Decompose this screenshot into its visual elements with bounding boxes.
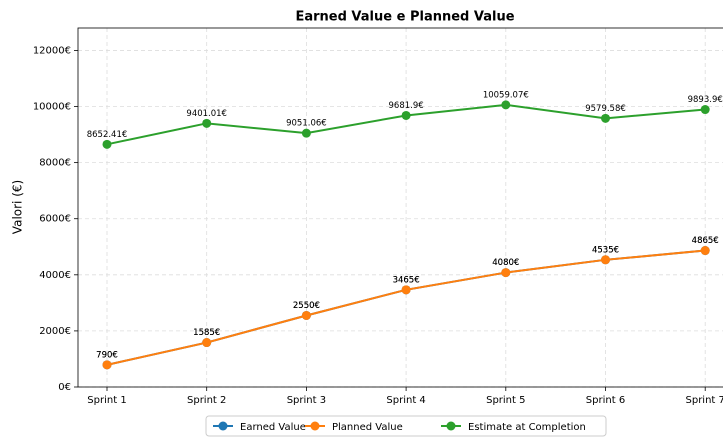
legend-box: [205, 415, 607, 437]
legend-marker: [218, 421, 228, 431]
data-point: [301, 310, 311, 320]
data-point: [501, 268, 511, 278]
data-label: 10059.07€: [483, 90, 529, 100]
x-tick-label: Sprint 2: [187, 395, 226, 406]
data-point: [501, 100, 511, 110]
y-axis-label: Valori (€): [11, 180, 25, 234]
data-label: 1585€: [193, 328, 220, 338]
data-point: [700, 246, 710, 256]
data-label: 4865€: [692, 236, 719, 246]
data-point: [700, 105, 710, 115]
data-point: [301, 128, 311, 138]
data-label: 790€: [96, 350, 118, 360]
data-label: 790€: [96, 350, 118, 360]
data-label: 2550€: [293, 301, 320, 311]
legend-label: Earned Value: [240, 422, 306, 433]
data-label: 4080€: [492, 258, 519, 268]
data-point: [202, 338, 212, 348]
data-label: 9579.58€: [585, 104, 626, 114]
data-label: 3465€: [393, 275, 420, 285]
y-tick-label: 10000€: [33, 102, 71, 113]
y-tick-label: 4000€: [39, 270, 71, 281]
data-point: [401, 285, 411, 295]
x-tick-label: Sprint 3: [287, 395, 326, 406]
data-point: [401, 110, 411, 120]
chart-title: Earned Value e Planned Value: [295, 10, 514, 25]
data-label: 4535€: [592, 245, 619, 255]
data-point: [102, 139, 112, 149]
data-label: 3465€: [393, 275, 420, 285]
legend-label: Planned Value: [332, 422, 403, 433]
x-tick-label: Sprint 5: [486, 395, 525, 406]
data-point: [202, 118, 212, 128]
data-label: 9893.9€: [688, 95, 723, 105]
y-tick-label: 12000€: [33, 45, 71, 56]
y-tick-label: 6000€: [39, 214, 71, 225]
data-point: [601, 255, 610, 265]
x-tick-label: Sprint 4: [386, 395, 425, 406]
y-tick-label: 2000€: [39, 326, 71, 337]
y-tick-label: 8000€: [39, 158, 71, 169]
plot-frame: [77, 27, 723, 388]
data-label: 9051.06€: [286, 119, 327, 129]
x-tick-label: Sprint 7: [686, 395, 723, 406]
data-label: 4080€: [492, 258, 519, 268]
x-tick-label: Sprint 6: [586, 395, 625, 406]
data-label: 8652.41€: [87, 130, 128, 140]
data-point: [601, 113, 610, 123]
data-point: [102, 360, 112, 370]
legend-marker: [446, 421, 456, 431]
data-label: 9681.9€: [389, 101, 424, 111]
data-label: 4865€: [692, 236, 719, 246]
data-label: 9401.01€: [186, 109, 227, 119]
y-tick-label: 0€: [58, 382, 71, 393]
data-label: 2550€: [293, 301, 320, 311]
data-label: 1585€: [193, 328, 220, 338]
legend-marker: [310, 421, 320, 431]
legend-label: Estimate at Completion: [468, 422, 586, 433]
x-tick-label: Sprint 1: [87, 395, 126, 406]
data-label: 4535€: [592, 245, 619, 255]
